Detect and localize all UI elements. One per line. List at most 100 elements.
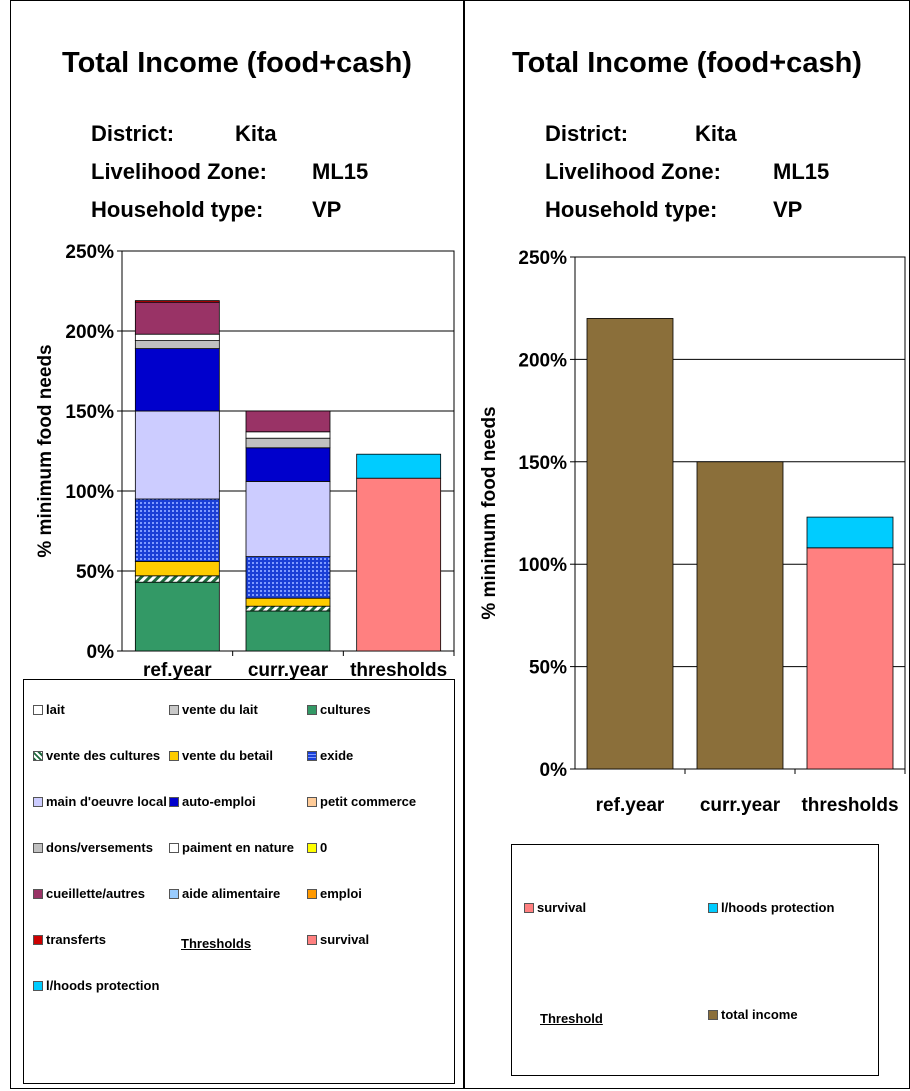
legend-item-dons-versements: dons/versements [33, 840, 153, 855]
legend-label: cultures [320, 702, 371, 717]
zone-value: ML15 [312, 159, 369, 184]
legend-swatch [33, 889, 43, 899]
legend-item-lait: lait [33, 702, 65, 717]
legend-label: survival [320, 932, 370, 947]
legend-swatch [169, 797, 179, 807]
y-axis-label: % minimum food needs [479, 406, 500, 619]
info-block: District: Kita Livelihood Zone: ML15 Hou… [545, 121, 885, 231]
bar-curr-year-dons-versements [245, 437, 331, 449]
legend-swatch [169, 889, 179, 899]
bar-curr-year-auto-emploi [245, 447, 331, 482]
legend-swatch [169, 751, 179, 761]
chart-left: 0% 50% 100% 150% 200% 250% ref.year curr.year th… [35, 242, 455, 681]
legend-swatch [169, 843, 179, 853]
legend-label: l/hoods protection [721, 900, 835, 915]
zone-label: Livelihood Zone: [91, 159, 267, 184]
legend-item-petit-commerce: petit commerce [307, 794, 416, 809]
legend-swatch [307, 935, 317, 945]
legend-heading: Threshold [540, 1011, 603, 1026]
bar-ref-year-vente-du-betail [134, 561, 220, 577]
household-value: VP [312, 197, 342, 222]
bar-ref-year-auto-emploi [134, 348, 220, 412]
legend-label: vente du betail [182, 748, 274, 763]
legend-swatch [708, 1010, 718, 1020]
legend-item-survival: survival [307, 932, 369, 947]
bar-curr-year-total-income [696, 461, 784, 770]
legend-item-auto-emploi: auto-emploi [169, 794, 256, 809]
legend-item-l-hoods-protection: l/hoods protection [33, 978, 159, 993]
x-tick-label: ref.year [596, 795, 665, 816]
legend-swatch [33, 981, 43, 991]
y-tick-label: 50% [529, 658, 567, 679]
x-tick-label: curr.year [248, 660, 329, 681]
x-tick-label: thresholds [801, 795, 898, 816]
legend-label: 0 [320, 840, 328, 855]
bar-ref-year-vente-des-cultures [134, 575, 220, 583]
legend-item-vente-des-cultures: vente des cultures [33, 748, 160, 763]
bar-curr-year-vente-des-cultures [245, 605, 331, 612]
legend-swatch [307, 751, 317, 761]
x-tick-label: ref.year [143, 660, 212, 681]
bar-thresholds-survival [356, 477, 442, 652]
legend-label: cueillette/autres [46, 886, 145, 901]
chart-right: 0% 50% 100% 150% 200% 250% ref.year curr.year th… [479, 248, 906, 816]
bar-thresholds-l-hoods-protection [806, 516, 894, 549]
household-label: Household type: [91, 197, 264, 222]
y-tick-label: 250% [518, 248, 567, 269]
legend-item-0: 0 [307, 840, 327, 855]
bar-ref-year-main-d-oeuvre-local [134, 410, 220, 500]
legend-swatch [33, 843, 43, 853]
legend-item-main-d-oeuvre-local: main d'oeuvre local [33, 794, 167, 809]
y-tick-label: 0% [87, 642, 115, 663]
y-tick-label: 100% [518, 555, 567, 576]
y-tick-label: 150% [518, 453, 567, 474]
district-label: District: [545, 121, 629, 146]
legend-left: lait vente du lait cultures vente des cultu… [23, 679, 455, 1084]
y-tick-label: 200% [65, 322, 114, 343]
legend-label: petit commerce [320, 794, 417, 809]
zone-value: ML15 [773, 159, 830, 184]
bar-curr-year-cueillette-autres [245, 410, 331, 433]
legend-label: paiment en nature [182, 840, 294, 855]
legend-item-cueillette-autres: cueillette/autres [33, 886, 145, 901]
right-panel: Total Income (food+cash) District: Kita … [464, 0, 910, 1089]
x-tick-label: curr.year [700, 795, 781, 816]
legend-swatch [33, 797, 43, 807]
y-tick-label: 200% [518, 350, 567, 371]
legend-item-l-hoods-protection: l/hoods protection [708, 900, 834, 915]
bar-thresholds-l-hoods-protection [356, 453, 442, 479]
bar-curr-year-vente-du-betail [245, 597, 331, 607]
legend-item-aide-alimentaire: aide alimentaire [169, 886, 280, 901]
y-tick-label: 250% [65, 242, 114, 263]
legend-swatch [33, 751, 43, 761]
legend-label: survival [537, 900, 587, 915]
legend-label: main d'oeuvre local [46, 794, 167, 809]
legend-label: aide alimentaire [182, 886, 281, 901]
legend-item-vente-du-lait: vente du lait [169, 702, 258, 717]
legend-swatch [307, 705, 317, 715]
bar-curr-year-exide [245, 556, 331, 599]
legend-item-cultures: cultures [307, 702, 371, 717]
legend-label: vente des cultures [46, 748, 161, 763]
legend-label: exide [320, 748, 354, 763]
household-value: VP [773, 197, 803, 222]
legend-item-vente-du-betail: vente du betail [169, 748, 273, 763]
bar-curr-year-main-d-oeuvre-local [245, 480, 331, 557]
legend-swatch [33, 705, 43, 715]
legend-item-exide: exide [307, 748, 353, 763]
y-tick-label: 150% [65, 402, 114, 423]
legend-right: survival l/hoods protection Threshold total… [511, 844, 879, 1076]
legend-item-transferts: transferts [33, 932, 106, 947]
legend-label: dons/versements [46, 840, 153, 855]
legend-label: emploi [320, 886, 362, 901]
legend-item-survival: survival [524, 900, 586, 915]
legend-item-emploi: emploi [307, 886, 362, 901]
legend-swatch [169, 705, 179, 715]
bar-curr-year-paiment-en-nature [245, 431, 331, 439]
bar-ref-year-transferts [134, 300, 220, 303]
district-value: Kita [235, 121, 277, 146]
y-tick-label: 0% [540, 760, 568, 781]
legend-swatch [307, 889, 317, 899]
bar-ref-year-cueillette-autres [134, 301, 220, 335]
y-tick-label: 100% [65, 482, 114, 503]
